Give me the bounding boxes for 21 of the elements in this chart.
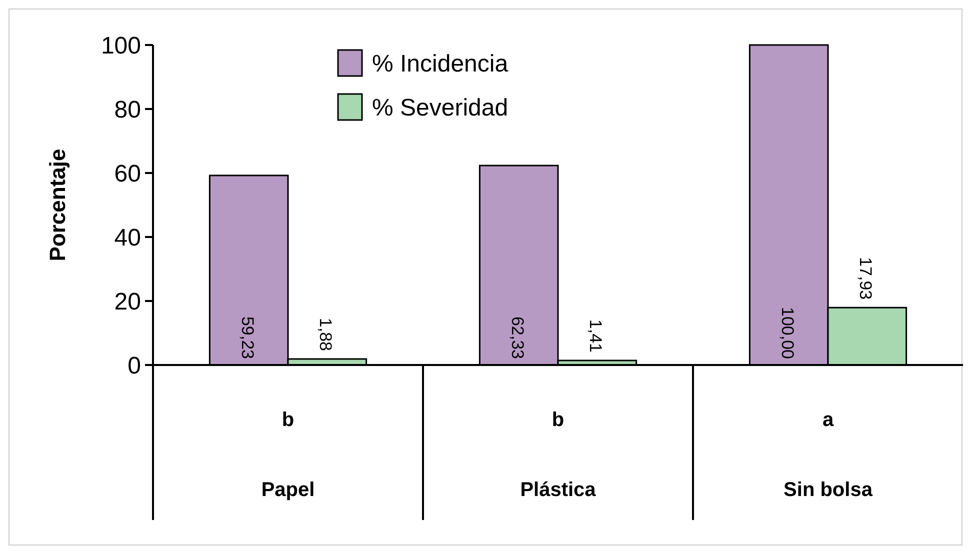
text: a: [822, 409, 834, 431]
y-tick-label: 100: [100, 32, 141, 60]
y-tick-label: 80: [114, 96, 141, 124]
x-tick-label: Papel: [261, 479, 315, 501]
text: b: [282, 409, 294, 431]
x-tick-label: Sin bolsa: [784, 479, 874, 501]
x-tick-label: Plástica: [520, 479, 597, 501]
y-tick-label: 60: [114, 160, 141, 188]
legend-label: % Severidad: [372, 94, 508, 122]
data-label: 17,93: [856, 257, 876, 300]
y-tick-label: 0: [128, 352, 141, 380]
legend-label: % Incidencia: [372, 50, 509, 78]
data-label: 59,23: [238, 316, 257, 359]
data-label: 62,33: [508, 316, 527, 359]
data-label: 100,00: [778, 307, 797, 359]
data-label: 1,41: [586, 319, 606, 352]
data-label: 1,88: [316, 318, 336, 351]
text: b: [552, 409, 564, 431]
y-tick-label: 20: [114, 288, 141, 316]
y-tick-label: 40: [114, 224, 141, 252]
y-axis-title: Porcentaje: [45, 148, 70, 262]
